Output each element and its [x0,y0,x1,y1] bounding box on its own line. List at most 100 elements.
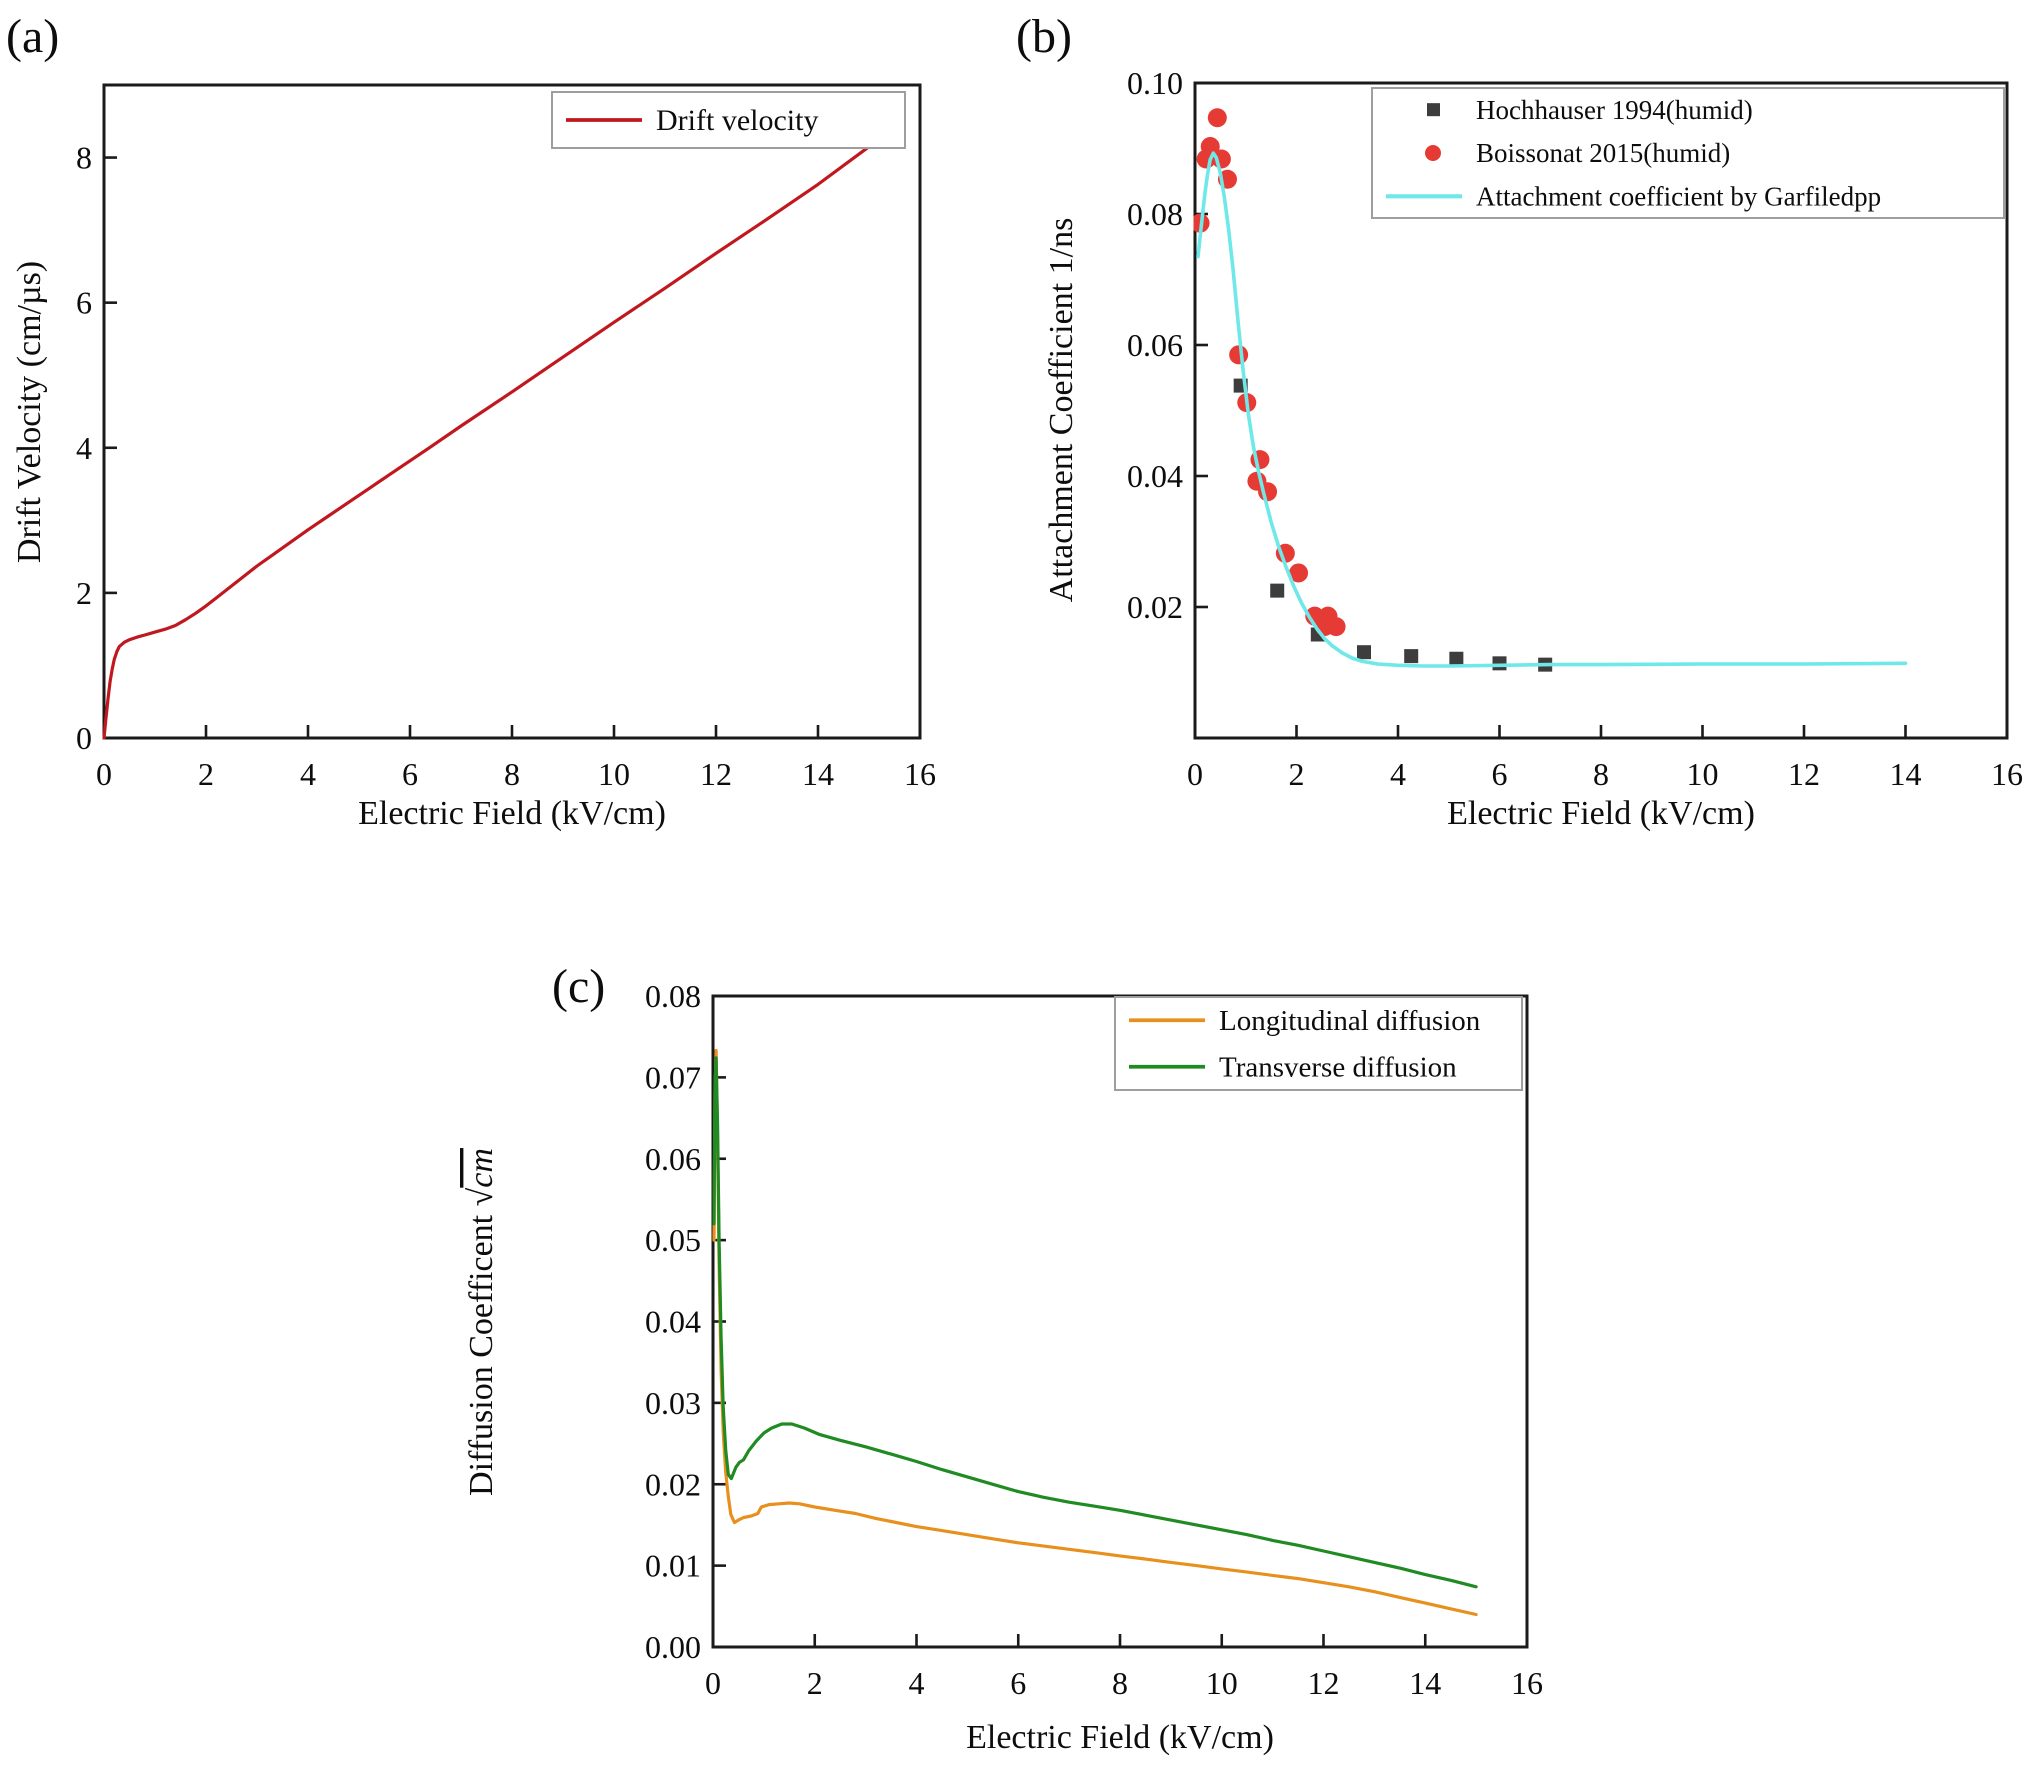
series-line-longitudinal-diffusion [712,1048,1478,1617]
y-tick-label: 0.06 [645,1141,701,1177]
y-axis-label-c: Diffusion Coefficent √cm [463,1148,500,1496]
y-tick-label: 0.07 [645,1059,701,1095]
x-tick-label: 16 [1991,756,2023,792]
y-axis-label-a: Drift Velocity (cm/µs) [11,261,48,563]
panel-c: 0 2 4 6 8 10 12 14 16 0.00 0.01 0.02 0.03 0.04 0.05 0.0… [463,960,1543,1756]
y-tick-label: 6 [76,285,92,321]
x-axis-label-c: Electric Field (kV/cm) [966,1719,1274,1756]
x-tick-label: 14 [1890,756,1922,792]
x-tick-label: 2 [198,756,214,792]
x-axis-label-a: Electric Field (kV/cm) [358,795,666,832]
x-tick-label: 6 [1492,756,1508,792]
x-tick-label: 2 [1289,756,1305,792]
panel-b: 0 2 4 6 8 10 12 14 16 0.02 0.04 0.06 0.08 0.10 Electri… [1016,10,2023,832]
legend-item: Attachment coefficient by Garfiledpp [1386,182,1881,212]
panel-letter-c: (c) [552,960,605,1013]
y-tick-label: 0.05 [645,1222,701,1258]
y-tick-label: 0.04 [1127,458,1183,494]
x-tick-label: 6 [1010,1665,1026,1701]
legend-item: Hochhauser 1994(humid) [1427,95,1753,125]
y-tick-label: 2 [76,575,92,611]
legend-b: Hochhauser 1994(humid) Boissonat 2015(hum… [1371,87,2005,219]
data-point-square [1404,649,1419,664]
data-point-square [1492,656,1507,671]
y-tick-label: 4 [76,430,92,466]
x-tick-label: 10 [598,756,630,792]
plot-frame-c [711,994,1529,1649]
y-tick-label: 0.10 [1127,65,1183,101]
x-tick-label: 0 [705,1665,721,1701]
legend-label: Hochhauser 1994(humid) [1476,95,1753,125]
y-tick-label: 0 [76,720,92,756]
panel-letter-b: (b) [1016,10,1072,63]
x-tick-label: 8 [1593,756,1609,792]
series-drift-velocity [102,145,871,740]
legend-box [1371,87,2005,219]
x-tick-label: 12 [1308,1665,1340,1701]
data-point-circle [1229,345,1249,365]
plot-frame-a [102,83,922,740]
y-axis-label-b: Attachment Coefficient 1/ns [1043,218,1080,603]
series-hochhauser-1994-humid [1233,378,1553,672]
series-longitudinal-diffusion [712,1048,1478,1617]
y-tick-label: 0.06 [1127,327,1183,363]
data-point-square [1356,645,1371,660]
y-tick-label: 0.01 [645,1548,701,1584]
x-tick-label: 4 [1390,756,1406,792]
x-tick-label: 0 [96,756,112,792]
x-tick-label: 6 [402,756,418,792]
legend-label: Attachment coefficient by Garfiledpp [1476,182,1881,212]
x-tick-label: 0 [1187,756,1203,792]
legend-label: Boissonat 2015(humid) [1476,138,1730,168]
x-tick-label: 8 [1112,1665,1128,1701]
y-tick-label: 8 [76,140,92,176]
legend-label: Longitudinal diffusion [1219,1005,1481,1037]
y-tick-label: 0.04 [645,1304,701,1340]
data-point-circle [1289,563,1309,583]
x-tick-label: 4 [909,1665,925,1701]
panel-letter-a: (a) [6,10,59,63]
x-tick-label: 16 [1511,1665,1543,1701]
data-point-square [1449,651,1464,666]
series-boissonat-2015-humid [1193,108,1346,637]
x-axis-label-b: Electric Field (kV/cm) [1447,795,1755,832]
data-point-circle [1207,108,1227,128]
legend-item: Drift velocity [566,104,818,137]
data-point-circle [1200,137,1220,157]
x-tick-label: 2 [807,1665,823,1701]
x-tick-label: 12 [1788,756,1820,792]
legend-label: Drift velocity [656,104,818,137]
y-tick-label: 0.03 [645,1385,701,1421]
y-tick-label: 0.08 [1127,196,1183,232]
y-tick-label: 0.00 [645,1629,701,1665]
x-tick-label: 10 [1206,1665,1238,1701]
legend-box [1114,996,1523,1091]
series-attachment-coefficient-by-garfiledpp [1196,151,1908,668]
x-tick-label: 14 [802,756,834,792]
x-tick-label: 16 [904,756,936,792]
x-tick-label: 10 [1687,756,1719,792]
y-tick-label: 0.02 [1127,589,1183,625]
data-point-square [1270,583,1285,598]
legend-swatch-circle [1425,145,1441,161]
legend-c: Longitudinal diffusion Transverse diffusi… [1114,996,1523,1091]
legend-item: Boissonat 2015(humid) [1425,138,1730,168]
x-tick-label: 14 [1409,1665,1441,1701]
y-tick-label: 0.02 [645,1466,701,1502]
legend-item: Longitudinal diffusion [1129,1005,1481,1037]
series-line-attachment-coefficient-by-garfiledpp [1196,151,1908,668]
x-tick-label: 4 [300,756,316,792]
legend-item: Transverse diffusion [1129,1052,1457,1084]
legend-swatch-square [1427,103,1440,117]
series-line-transverse-diffusion [712,1056,1478,1589]
series-transverse-diffusion [712,1056,1478,1589]
series-line-drift-velocity [102,145,871,740]
x-tick-label: 8 [504,756,520,792]
data-point-circle [1326,617,1346,637]
legend-label: Transverse diffusion [1219,1052,1457,1084]
y-tick-label: 0.08 [645,978,701,1014]
x-tick-label: 12 [700,756,732,792]
